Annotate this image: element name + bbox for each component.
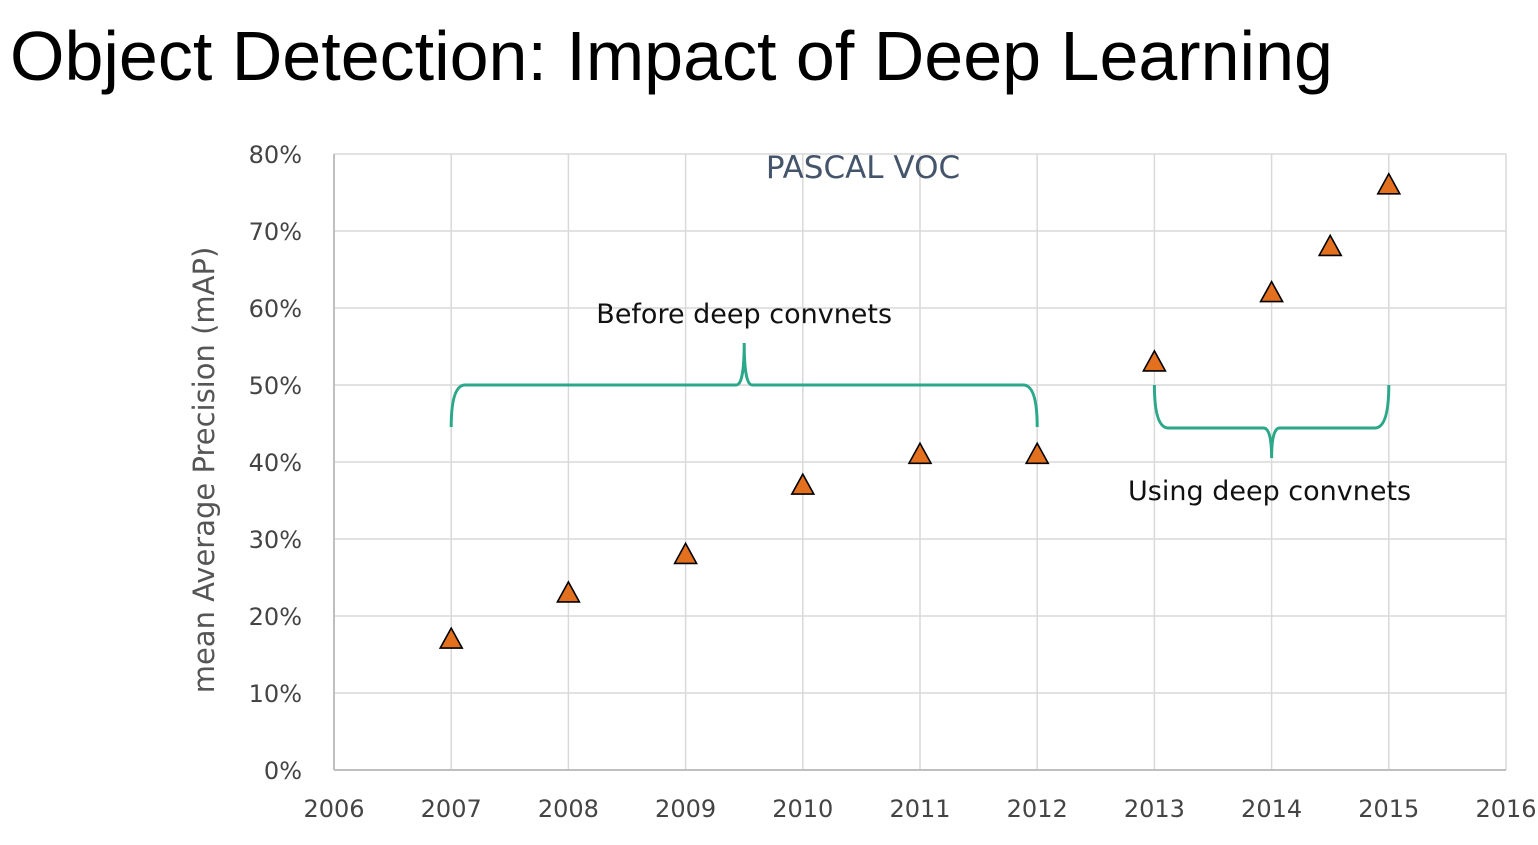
x-tick-label: 2011: [889, 795, 950, 823]
x-tick-label: 2015: [1358, 795, 1419, 823]
data-point: [1317, 233, 1343, 257]
x-tick-label: 2016: [1475, 795, 1536, 823]
y-tick-label: 0%: [264, 757, 302, 785]
bracket-before: [449, 342, 1039, 428]
x-tick-label: 2014: [1241, 795, 1302, 823]
data-points: [438, 172, 1402, 649]
data-point: [673, 541, 698, 565]
data-point: [1142, 349, 1167, 372]
x-tick-label: 2012: [1007, 795, 1068, 823]
y-tick-label: 40%: [249, 449, 302, 477]
axes: [333, 154, 1506, 771]
y-tick-label: 20%: [249, 603, 302, 631]
y-tick-label: 30%: [249, 526, 302, 554]
data-point: [438, 626, 464, 649]
x-tick-label: 2009: [655, 795, 716, 823]
y-tick-label: 70%: [249, 218, 302, 246]
y-tick-label: 50%: [249, 372, 302, 400]
data-point: [907, 441, 933, 465]
x-tick-label: 2010: [772, 795, 833, 823]
data-point: [790, 472, 816, 495]
chart-title: PASCAL VOC: [766, 150, 960, 186]
brackets: [449, 342, 1391, 459]
x-tick-label: 2013: [1124, 795, 1185, 823]
x-tick-label: 2006: [303, 795, 364, 823]
x-tick-label: 2008: [538, 795, 599, 823]
annotation-before-deep-convnets: Before deep convnets: [596, 299, 892, 330]
y-axis-label: mean Average Precision (mAP): [187, 247, 221, 694]
data-point: [1259, 279, 1284, 303]
y-tick-label: 60%: [249, 295, 302, 323]
y-tick-label: 80%: [249, 141, 302, 169]
annotation-using-deep-convnets: Using deep convnets: [1128, 476, 1411, 507]
slide-title: Object Detection: Impact of Deep Learnin…: [10, 17, 1333, 95]
bracket-using: [1152, 384, 1391, 459]
y-tick-label: 10%: [249, 680, 302, 708]
x-tick-label: 2007: [421, 795, 482, 823]
chart-labels: PASCAL VOC mean Average Precision (mAP) …: [187, 150, 1411, 693]
data-point: [1376, 172, 1402, 195]
grid-lines: [333, 153, 1507, 771]
tick-labels: 2006 2007 2008 2009 2010 2011 2012 2013 2014 2015…: [249, 141, 1537, 823]
data-point: [556, 580, 581, 603]
data-point: [1024, 441, 1050, 465]
